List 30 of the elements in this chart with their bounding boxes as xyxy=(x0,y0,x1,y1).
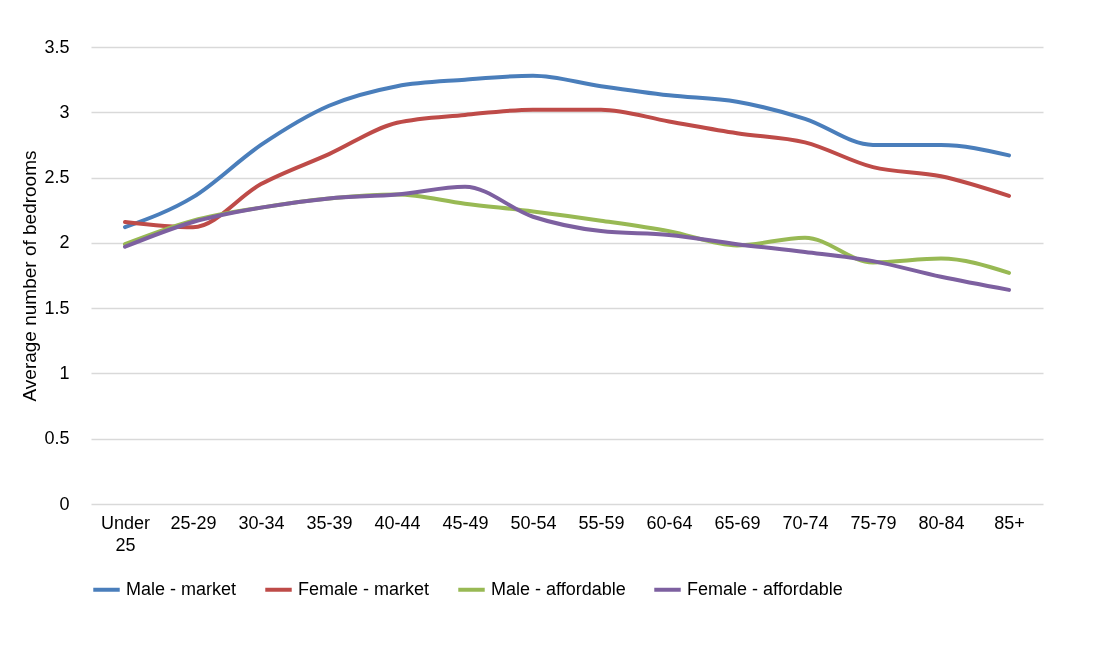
y-tick-label: 2.5 xyxy=(44,167,70,188)
x-tick-label: 75-79 xyxy=(850,512,897,533)
x-tick-label: 55-59 xyxy=(578,512,625,533)
y-axis-title: Average number of bedrooms xyxy=(19,150,41,402)
x-tick-label: 85+ xyxy=(994,512,1025,533)
x-tick-label: 65-69 xyxy=(714,512,761,533)
x-tick-label: 70-74 xyxy=(782,512,829,533)
x-tick-label: 50-54 xyxy=(510,512,557,533)
y-tick-label: 3 xyxy=(59,101,70,122)
legend-label: Male - affordable xyxy=(491,578,626,599)
x-tick-label: 80-84 xyxy=(918,512,965,533)
x-tick-label: 60-64 xyxy=(646,512,693,533)
line-series xyxy=(123,184,1011,292)
legend-label: Female - market xyxy=(298,578,430,599)
y-tick-label: 1.5 xyxy=(44,297,70,318)
line-series xyxy=(123,73,1011,230)
x-tick-label: 35-39 xyxy=(306,512,353,533)
y-tick-label: 2 xyxy=(59,232,70,253)
line-series xyxy=(123,107,1011,230)
legend-label: Male - market xyxy=(126,578,237,599)
y-tick-label: 1 xyxy=(59,362,70,383)
x-tick-label: 30-34 xyxy=(238,512,285,533)
x-tick-label: Under 25 xyxy=(100,512,151,555)
y-tick-label: 3.5 xyxy=(44,36,70,57)
legend-label: Female - affordable xyxy=(687,578,843,599)
y-tick-label: 0 xyxy=(59,493,70,514)
x-tick-label: 45-49 xyxy=(442,512,489,533)
y-tick-label: 0.5 xyxy=(44,428,70,449)
x-tick-label: 25-29 xyxy=(170,512,217,533)
x-tick-label: 40-44 xyxy=(374,512,421,533)
